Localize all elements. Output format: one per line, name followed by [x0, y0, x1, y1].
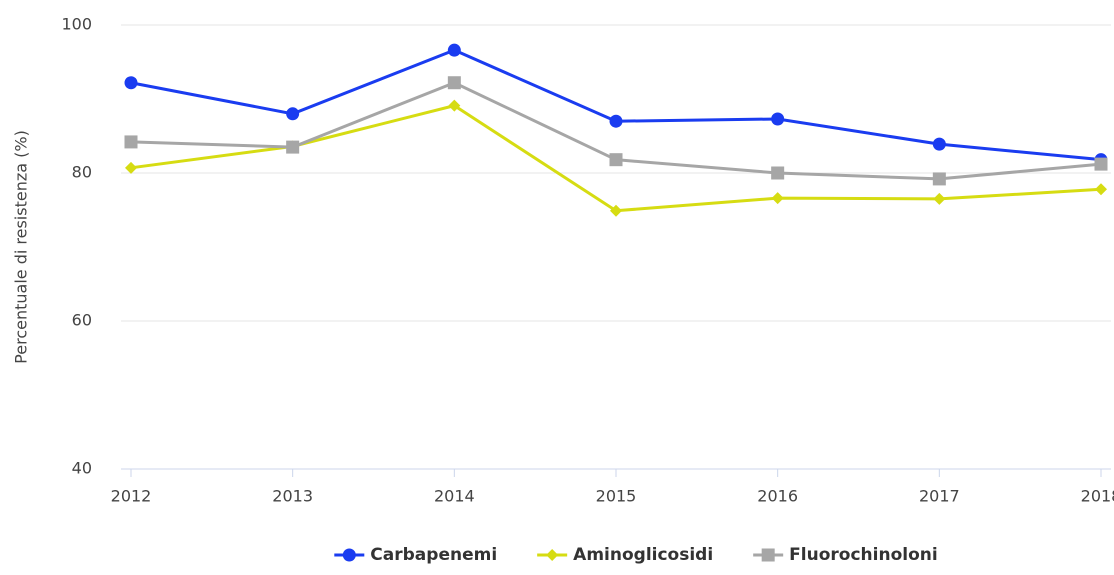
x-tick-label: 2013	[272, 487, 313, 506]
legend: Carbapenemi Aminoglicosidi Fluorochinoloni	[334, 545, 938, 565]
point	[609, 114, 623, 128]
point	[932, 172, 946, 186]
point	[610, 204, 622, 217]
x-tick-label: 2018	[1081, 487, 1114, 506]
x-tick-label: 2015	[596, 487, 637, 506]
y-tick-label: 100	[61, 15, 92, 34]
point	[932, 137, 946, 151]
point	[933, 192, 946, 205]
y-tick-label: 60	[72, 311, 92, 330]
point	[771, 112, 785, 126]
point	[286, 107, 300, 121]
x-tick-label: 2016	[757, 487, 798, 506]
x-tick-label: 2017	[919, 487, 960, 506]
series-line	[130, 48, 1102, 162]
legend-marker	[546, 549, 559, 561]
y-axis-label: Percentuale di resistenza (%)	[12, 130, 31, 364]
point	[771, 192, 784, 205]
legend-text: Fluorochinoloni	[789, 545, 938, 565]
point	[448, 99, 461, 112]
point	[125, 161, 137, 174]
legend-text: Aminoglicosidi	[573, 545, 713, 565]
point	[124, 76, 138, 90]
point	[771, 166, 785, 180]
y-tick-label: 80	[72, 163, 92, 182]
x-tick-label: 2012	[111, 487, 152, 506]
point	[124, 135, 138, 149]
legend-text: Carbapenemi	[370, 545, 497, 565]
y-tick-label: 40	[72, 459, 92, 478]
point	[1094, 157, 1108, 171]
x-tick-label: 2014	[434, 487, 475, 506]
point	[286, 140, 300, 154]
point	[447, 76, 461, 90]
point	[609, 153, 623, 167]
legend-marker	[761, 548, 775, 562]
legend-marker	[342, 548, 356, 562]
point	[1095, 183, 1107, 196]
point	[447, 43, 461, 57]
